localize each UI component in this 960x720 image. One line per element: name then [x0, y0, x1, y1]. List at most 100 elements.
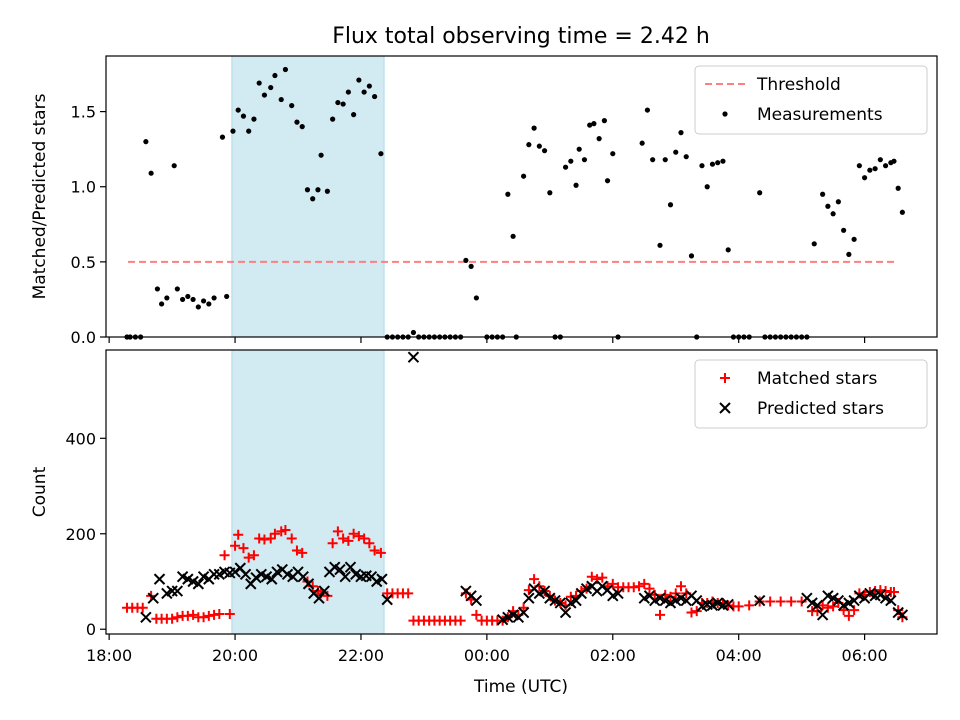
data-point [351, 112, 357, 118]
legend-box [694, 65, 928, 135]
data-point [307, 581, 318, 592]
data-point [896, 609, 909, 621]
data-point [219, 134, 226, 140]
y-tick-label: 1.0 [71, 178, 96, 197]
data-point [597, 572, 608, 583]
data-point [240, 113, 247, 119]
data-point [318, 152, 324, 158]
data-point [185, 293, 191, 300]
data-point [660, 589, 671, 600]
data-point [591, 121, 597, 127]
data-point [410, 329, 417, 336]
data-point [318, 585, 330, 597]
data-point [529, 574, 540, 585]
data-point [381, 593, 393, 606]
x-tick-label: 00:00 [464, 646, 510, 665]
figure-title: Flux total observing time = 2.42 h [332, 24, 710, 49]
data-point [820, 191, 826, 197]
data-point [147, 592, 159, 604]
data-point [172, 612, 183, 623]
data-point [691, 606, 702, 617]
data-point [657, 242, 663, 248]
data-point [722, 598, 734, 611]
data-point [678, 130, 684, 136]
data-point [297, 571, 309, 583]
data-point [343, 535, 354, 546]
data-point [190, 296, 196, 303]
data-point [256, 80, 262, 86]
data-point [838, 605, 849, 616]
data-point [140, 611, 152, 624]
data-point [269, 528, 280, 539]
data-point [291, 545, 302, 556]
data-point [673, 149, 679, 155]
data-point [248, 550, 259, 561]
top-panel: 0.0 0.5 1.0 1.5 Matched/Predicted stars Thres… [30, 55, 938, 347]
data-point [310, 196, 316, 202]
data-point [520, 173, 527, 179]
y-tick-label: 200 [65, 525, 96, 544]
series-predicted-stars [140, 351, 909, 626]
data-point [251, 116, 257, 122]
data-point [243, 552, 254, 563]
data-point [655, 609, 665, 620]
data-point [562, 164, 569, 170]
data-point [159, 301, 165, 307]
data-point [148, 170, 154, 176]
data-point [268, 84, 274, 91]
data-point [885, 594, 897, 607]
x-tick-label: 02:00 [590, 646, 636, 665]
data-point [612, 587, 624, 600]
data-point [650, 157, 656, 163]
data-point [505, 191, 511, 197]
data-point [725, 247, 731, 253]
data-point [812, 606, 823, 617]
data-point [272, 72, 278, 79]
data-point [164, 295, 170, 301]
y-axis-label: Count [30, 466, 50, 517]
data-point [338, 533, 349, 544]
data-point [174, 286, 180, 292]
data-point [720, 158, 726, 164]
data-point [208, 568, 220, 581]
data-point [278, 96, 284, 103]
y-tick-label: 400 [65, 429, 96, 448]
data-point [473, 295, 479, 301]
data-point [348, 528, 359, 539]
data-point [765, 596, 776, 607]
data-point [639, 140, 645, 146]
y-tick-label: 1.5 [71, 103, 96, 122]
data-point [547, 190, 553, 196]
legend-label: Predicted stars [757, 399, 884, 419]
data-point [206, 301, 212, 307]
data-point [192, 578, 205, 590]
data-point [334, 563, 346, 576]
data-point [753, 594, 766, 607]
data-point [828, 601, 839, 612]
data-point [686, 607, 697, 618]
legend: Matched stars Predicted stars [694, 359, 928, 429]
legend-label: Matched stars [757, 369, 877, 389]
data-point [587, 122, 593, 128]
data-point [230, 128, 236, 134]
data-point [366, 83, 372, 89]
data-point [538, 585, 551, 597]
data-point [214, 608, 225, 619]
data-point [554, 597, 567, 609]
axes-frame [105, 55, 938, 338]
data-point [335, 99, 341, 106]
data-point [830, 211, 836, 217]
data-point [891, 158, 897, 164]
data-point [463, 257, 469, 263]
data-point [835, 199, 841, 205]
x-axis-label: Time (UTC) [473, 677, 568, 697]
data-point [229, 566, 241, 578]
axes-frame [105, 349, 938, 635]
data-point [811, 599, 824, 612]
data-point [167, 613, 178, 624]
data-point [607, 578, 618, 589]
data-point [302, 578, 315, 590]
data-point [332, 526, 343, 537]
data-point [403, 588, 414, 599]
data-point [683, 154, 689, 160]
